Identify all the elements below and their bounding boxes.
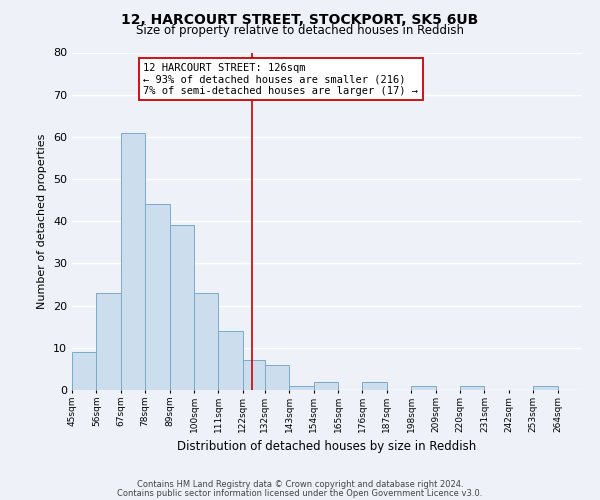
Bar (265, 364, 289, 390)
Bar (121, 132, 145, 390)
Bar (314, 382, 338, 390)
Bar (362, 382, 387, 390)
Bar (218, 331, 243, 390)
Bar (97, 293, 121, 390)
Bar (72, 352, 97, 390)
Bar (170, 226, 194, 390)
Bar (145, 204, 170, 390)
Bar (243, 360, 265, 390)
Text: 12, HARCOURT STREET, STOCKPORT, SK5 6UB: 12, HARCOURT STREET, STOCKPORT, SK5 6UB (121, 12, 479, 26)
Bar (289, 386, 314, 390)
Y-axis label: Number of detached properties: Number of detached properties (37, 134, 47, 309)
Bar (194, 293, 218, 390)
Bar (533, 386, 557, 390)
Bar (460, 386, 484, 390)
Bar (411, 386, 436, 390)
Text: 12 HARCOURT STREET: 126sqm
← 93% of detached houses are smaller (216)
7% of semi: 12 HARCOURT STREET: 126sqm ← 93% of deta… (143, 62, 418, 96)
Text: Contains public sector information licensed under the Open Government Licence v3: Contains public sector information licen… (118, 488, 482, 498)
Text: Size of property relative to detached houses in Reddish: Size of property relative to detached ho… (136, 24, 464, 37)
Text: Contains HM Land Registry data © Crown copyright and database right 2024.: Contains HM Land Registry data © Crown c… (137, 480, 463, 489)
X-axis label: Distribution of detached houses by size in Reddish: Distribution of detached houses by size … (178, 440, 476, 454)
